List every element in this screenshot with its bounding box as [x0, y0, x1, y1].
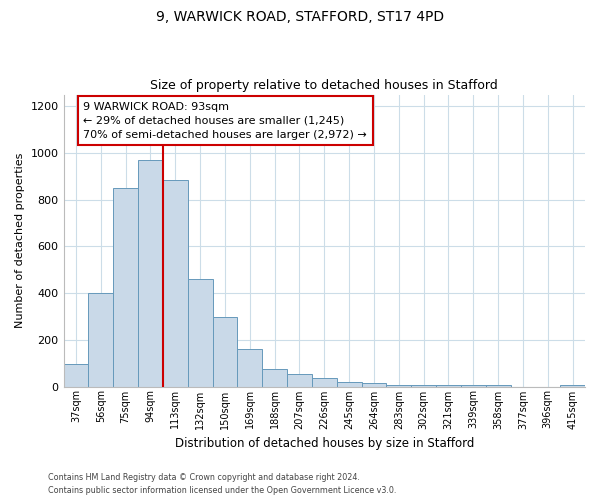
Bar [138, 160, 163, 386]
Bar [262, 370, 287, 386]
Bar [113, 188, 138, 386]
Bar [64, 364, 88, 386]
Text: 9 WARWICK ROAD: 93sqm
← 29% of detached houses are smaller (1,245)
70% of semi-d: 9 WARWICK ROAD: 93sqm ← 29% of detached … [83, 102, 367, 140]
Bar [287, 374, 312, 386]
Bar [163, 180, 188, 386]
Bar [188, 279, 212, 386]
Bar [362, 383, 386, 386]
Bar [88, 293, 113, 386]
Title: Size of property relative to detached houses in Stafford: Size of property relative to detached ho… [151, 79, 498, 92]
Bar [312, 378, 337, 386]
Bar [337, 382, 362, 386]
Bar [238, 349, 262, 387]
Bar [212, 317, 238, 386]
Text: 9, WARWICK ROAD, STAFFORD, ST17 4PD: 9, WARWICK ROAD, STAFFORD, ST17 4PD [156, 10, 444, 24]
X-axis label: Distribution of detached houses by size in Stafford: Distribution of detached houses by size … [175, 437, 474, 450]
Y-axis label: Number of detached properties: Number of detached properties [15, 153, 25, 328]
Text: Contains HM Land Registry data © Crown copyright and database right 2024.
Contai: Contains HM Land Registry data © Crown c… [48, 474, 397, 495]
